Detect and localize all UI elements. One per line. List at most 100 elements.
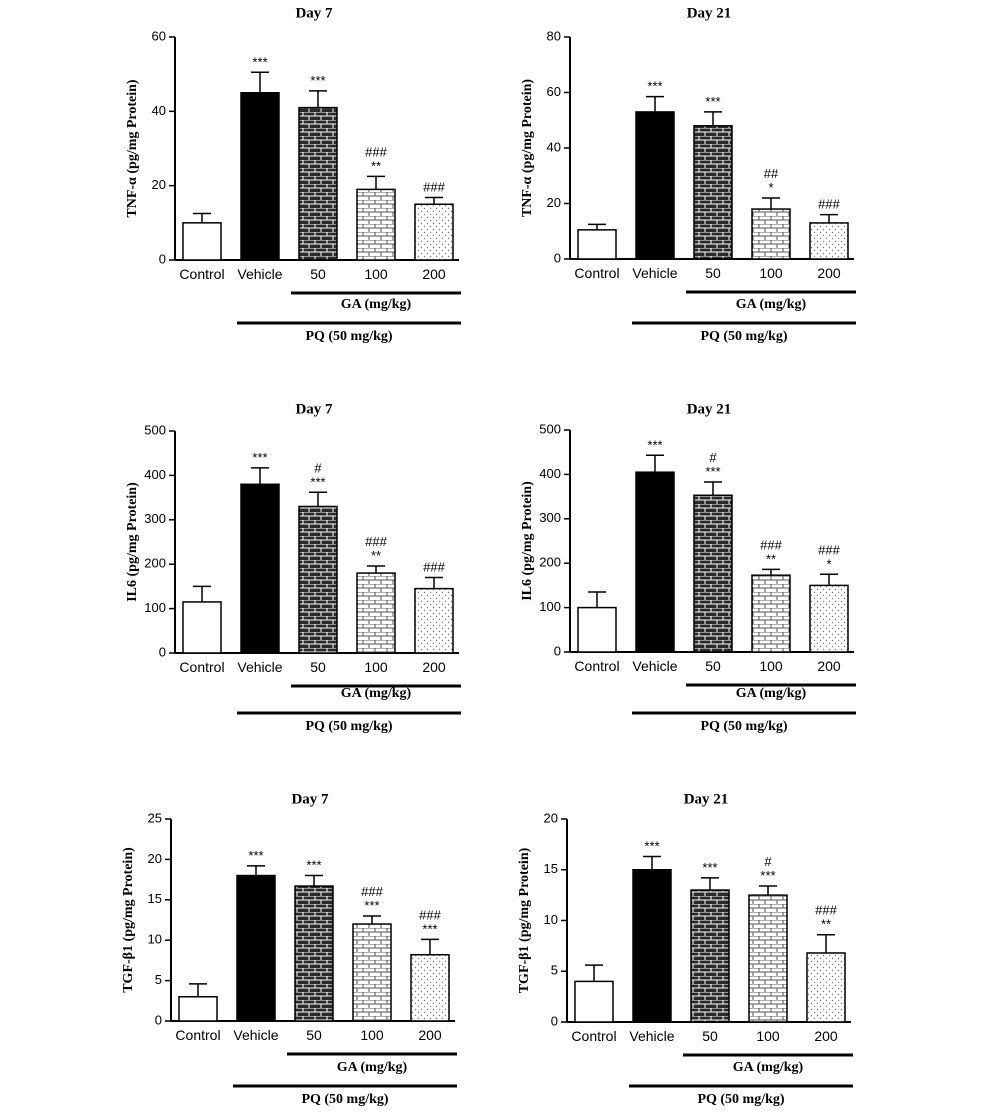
significance-mark: #: [764, 854, 772, 869]
chart-panel: Day 21 0 5 10 15 20 TGF-β1 (pg/mg Protein) Cont…: [517, 791, 853, 1107]
bar: [240, 92, 280, 261]
category-label: 100: [364, 266, 388, 282]
significance-mark: ###: [365, 144, 387, 159]
significance-mark: ***: [252, 450, 267, 465]
y-tick-label: 0: [554, 250, 561, 265]
outer-group-label: PQ (50 mg/kg): [700, 329, 787, 344]
chart-title: Day 21: [687, 5, 732, 21]
significance-mark: ##: [764, 166, 779, 181]
bar: [236, 874, 276, 1022]
y-axis-label: IL6 (pg/mg Protein): [125, 482, 140, 602]
y-tick-label: 15: [148, 891, 162, 906]
chart-title: Day 7: [295, 5, 333, 21]
y-tick-label: 80: [547, 28, 561, 43]
bar: [298, 106, 338, 261]
category-label: Vehicle: [237, 266, 282, 282]
y-tick-label: 0: [551, 1013, 558, 1028]
category-label: 50: [705, 265, 721, 281]
group-label: GA (mg/kg): [736, 686, 807, 701]
y-axis-label: TGF-β1 (pg/mg Protein): [121, 847, 136, 993]
significance-mark: #: [709, 450, 717, 465]
category-label: Vehicle: [233, 1027, 278, 1043]
y-axis-label: TNF-α (pg/mg Protein): [125, 79, 140, 218]
significance-mark: ###: [818, 197, 840, 212]
bar: [809, 584, 849, 653]
bar: [298, 505, 338, 654]
chart-panel: Day 21 0 20 40 60 80 TNF-α (pg/mg Protein) Cont…: [520, 5, 856, 344]
chart-panel: Day 7 0 100 200 300 400 500 IL6 (pg/mg Protein)…: [125, 401, 461, 734]
category-label: 200: [814, 1028, 838, 1044]
significance-mark: **: [371, 548, 381, 563]
category-label: Control: [574, 658, 619, 674]
category-label: 200: [817, 658, 841, 674]
chart-panel: Day 7 0 5 10 15 20 25 TGF-β1 (pg/mg Protein) Con…: [121, 791, 457, 1107]
y-tick-label: 0: [155, 1012, 162, 1027]
outer-group-label: PQ (50 mg/kg): [697, 1092, 784, 1107]
y-tick-label: 25: [148, 810, 162, 825]
category-label: 100: [364, 659, 388, 675]
y-axis-label: IL6 (pg/mg Protein): [520, 481, 535, 601]
category-label: 100: [759, 265, 783, 281]
category-label: 100: [360, 1027, 384, 1043]
outer-group-label: PQ (50 mg/kg): [305, 719, 392, 734]
y-tick-label: 10: [544, 912, 558, 927]
y-tick-label: 300: [539, 510, 561, 525]
significance-mark: **: [821, 917, 831, 932]
bar: [182, 222, 222, 261]
bar: [414, 203, 454, 261]
bar: [356, 572, 396, 654]
category-label: 200: [422, 266, 446, 282]
bar: [690, 889, 730, 1023]
group-label: GA (mg/kg): [337, 1060, 408, 1075]
group-label: GA (mg/kg): [736, 297, 807, 312]
significance-mark: ***: [248, 848, 263, 863]
bar: [414, 587, 454, 654]
chart-title: Day 21: [684, 791, 729, 807]
category-label: Vehicle: [632, 265, 677, 281]
chart-panel: Day 7 0 20 40 60 TNF-α (pg/mg Protein) Control…: [125, 5, 461, 344]
significance-mark: *: [768, 180, 773, 195]
group-label: GA (mg/kg): [341, 297, 412, 312]
category-label: Control: [574, 265, 619, 281]
significance-mark: **: [766, 551, 776, 566]
y-tick-label: 60: [547, 84, 561, 99]
bar: [577, 606, 617, 653]
y-tick-label: 500: [144, 422, 166, 437]
chart-title: Day 7: [295, 401, 333, 417]
bar: [574, 980, 614, 1023]
group-label: GA (mg/kg): [341, 686, 412, 701]
y-tick-label: 5: [155, 972, 162, 987]
outer-group-label: PQ (50 mg/kg): [700, 719, 787, 734]
significance-mark: ###: [423, 180, 445, 195]
y-tick-label: 400: [144, 467, 166, 482]
outer-group-label: PQ (50 mg/kg): [301, 1092, 388, 1107]
significance-mark: ***: [647, 437, 662, 452]
category-label: 200: [817, 265, 841, 281]
significance-mark: #: [314, 460, 322, 475]
significance-mark: *: [826, 556, 831, 571]
significance-mark: ###: [815, 903, 837, 918]
significance-mark: ###: [365, 534, 387, 549]
significance-mark: **: [371, 158, 381, 173]
y-tick-label: 10: [148, 932, 162, 947]
bar: [240, 483, 280, 654]
bar: [693, 125, 733, 260]
significance-mark: ###: [760, 537, 782, 552]
y-tick-label: 0: [554, 643, 561, 658]
y-tick-label: 40: [547, 139, 561, 154]
y-axis-label: TNF-α (pg/mg Protein): [520, 79, 535, 218]
bar: [751, 208, 791, 260]
category-label: 50: [310, 266, 326, 282]
significance-mark: ###: [419, 907, 441, 922]
category-label: Control: [179, 659, 224, 675]
y-axis-label: TGF-β1 (pg/mg Protein): [517, 847, 532, 993]
significance-mark: ***: [705, 464, 720, 479]
category-label: Control: [179, 266, 224, 282]
category-label: 100: [759, 658, 783, 674]
y-tick-label: 5: [551, 963, 558, 978]
category-label: 50: [306, 1027, 322, 1043]
category-label: Vehicle: [237, 659, 282, 675]
significance-mark: ***: [310, 474, 325, 489]
significance-mark: ***: [422, 921, 437, 936]
bar: [635, 471, 675, 653]
